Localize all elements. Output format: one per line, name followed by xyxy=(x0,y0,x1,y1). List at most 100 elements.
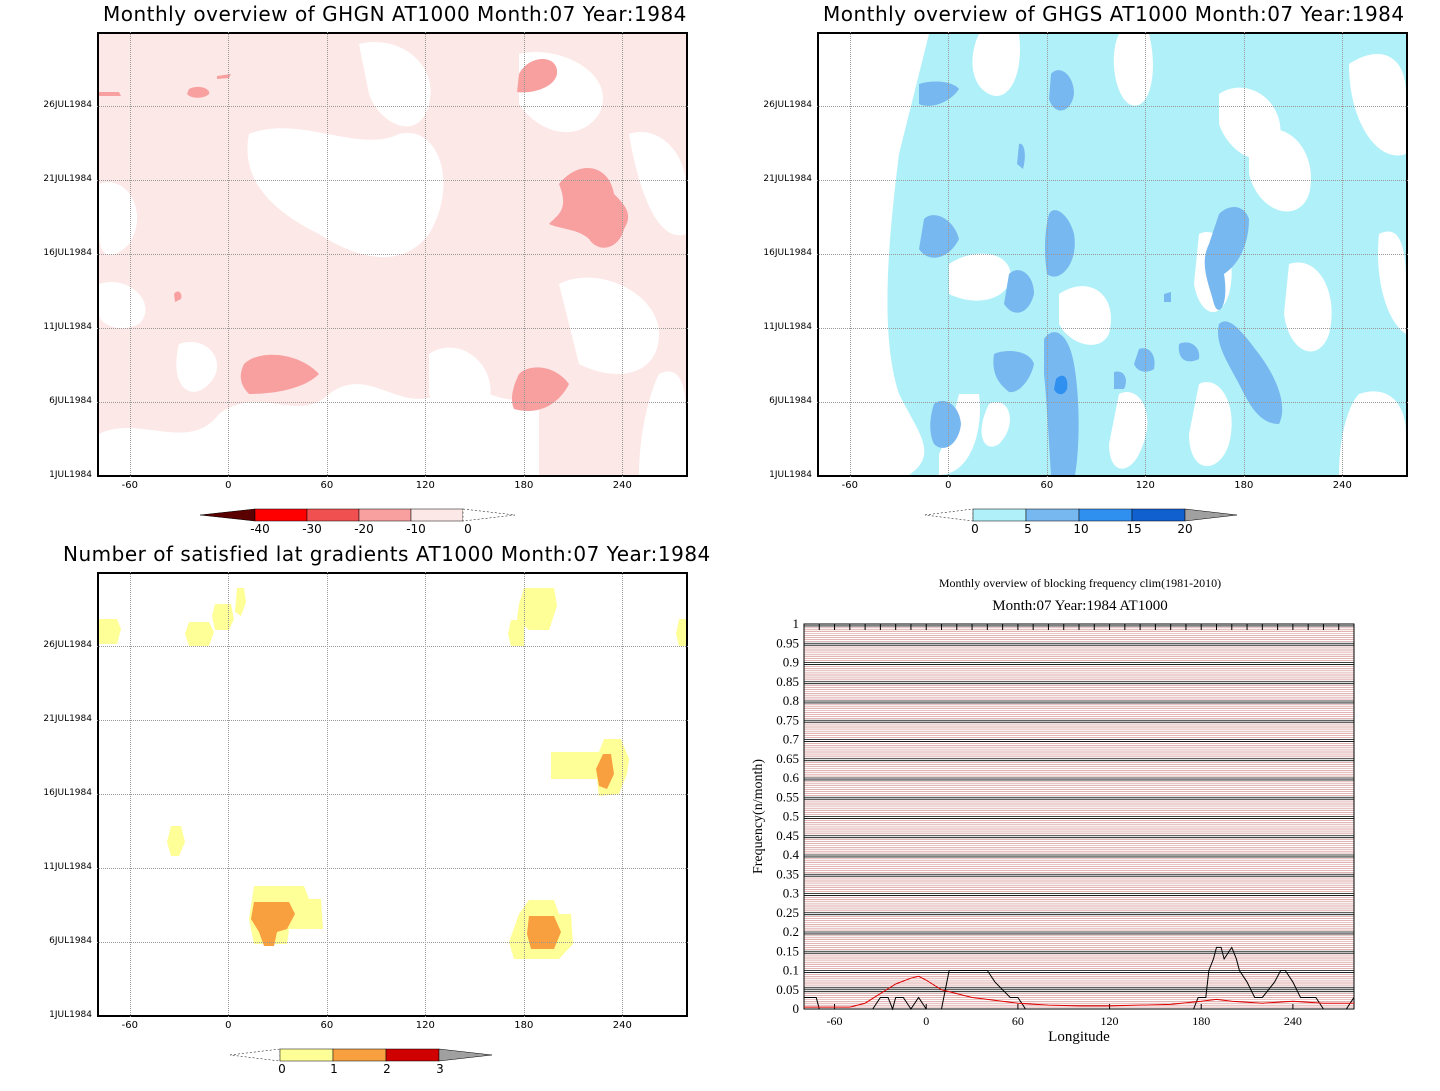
panel1-ygrid xyxy=(97,254,688,255)
panel4-title1: Monthly overview of blocking frequency c… xyxy=(938,576,1222,590)
panel1-field xyxy=(99,42,686,475)
panel3-ygrid xyxy=(97,794,688,795)
panel1-ytick: 16JUL1984 xyxy=(43,248,92,258)
panel2-xgrid xyxy=(1046,32,1048,477)
x-tick-label: 60 xyxy=(1012,1014,1024,1028)
series-line-1 xyxy=(804,975,1354,1008)
y-tick-label: 0.2 xyxy=(783,924,799,939)
y-tick-label: 0.55 xyxy=(776,789,799,804)
y-tick-label: 0.7 xyxy=(783,732,800,747)
panel3-ygrid xyxy=(97,942,688,943)
y-tick-label: 0.4 xyxy=(783,847,800,862)
panel3-colorbar: 0 1 2 3 xyxy=(229,1047,500,1081)
y-tick-label: 0.45 xyxy=(776,828,799,843)
panel2-xtick: 120 xyxy=(1135,480,1155,491)
panel2-ytick: 16JUL1984 xyxy=(763,248,812,258)
panel3-xtick: 180 xyxy=(514,1020,534,1031)
panel2-ygrid xyxy=(817,180,1408,181)
y-axis-label: Frequency(n/month) xyxy=(751,759,766,874)
cbar3-label-3: 3 xyxy=(436,1062,444,1076)
y-tick-label: 0.8 xyxy=(783,693,799,708)
cbar2-label-1: 5 xyxy=(1024,522,1032,536)
x-tick-label: 0 xyxy=(923,1014,929,1028)
panel3-xgrid xyxy=(425,572,427,1017)
panel2-ygrid xyxy=(817,328,1408,329)
panel2-xtick: 60 xyxy=(1040,480,1054,491)
panel3-ytick: 6JUL1984 xyxy=(49,936,92,946)
panel2-ytick: 26JUL1984 xyxy=(763,100,812,110)
y-tick-label: 0.65 xyxy=(776,751,799,766)
cbar1-label-4: 0 xyxy=(464,522,472,536)
y-tick-label: 0 xyxy=(793,1001,800,1016)
panel1-ytick: 11JUL1984 xyxy=(43,322,92,332)
y-tick-label: 0.9 xyxy=(783,655,799,670)
panel2-xgrid xyxy=(1342,32,1344,477)
panel1-xgrid xyxy=(228,32,230,477)
panel2-ytick: 11JUL1984 xyxy=(763,322,812,332)
panel2-ytick: 6JUL1984 xyxy=(769,396,812,406)
cbar3-label-0: 0 xyxy=(278,1062,286,1076)
y-tick-label: 0.15 xyxy=(776,943,799,958)
panel2-xtick: 180 xyxy=(1234,480,1254,491)
y-tick-label: 0.3 xyxy=(783,886,799,901)
y-tick-label: 0.95 xyxy=(776,635,799,650)
panel2-xgrid xyxy=(1243,32,1245,477)
cbar3-label-2: 2 xyxy=(383,1062,391,1076)
y-tick-label: 0.5 xyxy=(783,809,799,824)
y-tick-label: 0.05 xyxy=(776,982,799,997)
panel3-title: Number of satisfied lat gradients AT1000… xyxy=(63,542,711,566)
panel4-title2: Month:07 Year:1984 AT1000 xyxy=(992,598,1168,614)
cbar2-label-3: 15 xyxy=(1126,522,1142,536)
x-tick-label: 180 xyxy=(1192,1014,1210,1028)
panel2-ygrid xyxy=(817,106,1408,107)
panel3-ytick: 11JUL1984 xyxy=(43,862,92,872)
y-tick-label: 0.85 xyxy=(776,674,799,689)
y-tick-label: 0.75 xyxy=(776,712,799,727)
panel1-xtick: -60 xyxy=(121,480,138,491)
cbar1-label-2: -20 xyxy=(354,522,374,536)
panel2-xtick: 240 xyxy=(1332,480,1352,491)
panel1-xtick: 60 xyxy=(320,480,334,491)
panel2-xgrid xyxy=(1145,32,1147,477)
y-tick-label: 0.1 xyxy=(783,963,799,978)
cbar2-label-0: 0 xyxy=(971,522,979,536)
panel1-ytick: 21JUL1984 xyxy=(43,174,92,184)
x-axis-label: Longitude xyxy=(1048,1029,1110,1045)
panel2-xtick: -60 xyxy=(841,480,858,491)
cbar1-label-3: -10 xyxy=(406,522,426,536)
x-tick-label: -60 xyxy=(827,1014,843,1028)
panel3-ygrid xyxy=(97,646,688,647)
series-line-0 xyxy=(804,946,1355,1011)
x-tick-label: 120 xyxy=(1101,1014,1119,1028)
panel3-ytick: 1JUL1984 xyxy=(49,1010,92,1020)
panel3-xgrid xyxy=(228,572,230,1017)
panel3-xgrid xyxy=(326,572,328,1017)
panel3-xgrid xyxy=(129,572,131,1017)
panel2-ygrid xyxy=(817,254,1408,255)
panel1-ytick: 26JUL1984 xyxy=(43,100,92,110)
panel1-ytick: 6JUL1984 xyxy=(49,396,92,406)
panel1-ygrid xyxy=(97,180,688,181)
panel2-xgrid xyxy=(849,32,851,477)
panel1-xtick: 240 xyxy=(612,480,632,491)
panel1-colorbar: -40 -30 -20 -10 0 xyxy=(199,507,520,541)
panel3-xtick: -60 xyxy=(121,1020,138,1031)
y-tick-label: 1 xyxy=(793,616,800,631)
panel2-xgrid xyxy=(948,32,950,477)
panel2-title: Monthly overview of GHGS AT1000 Month:07… xyxy=(823,2,1405,26)
x-tick-label: 240 xyxy=(1284,1014,1302,1028)
panel2-ygrid xyxy=(817,402,1408,403)
y-tick-label: 0.35 xyxy=(776,866,799,881)
y-tick-label: 0.6 xyxy=(783,770,800,785)
panel3-ytick: 16JUL1984 xyxy=(43,788,92,798)
panel2-ytick: 21JUL1984 xyxy=(763,174,812,184)
panel3-field xyxy=(99,588,686,959)
panel3-xtick: 60 xyxy=(320,1020,334,1031)
cbar2-label-2: 10 xyxy=(1073,522,1089,536)
cbar1-label-1: -30 xyxy=(302,522,322,536)
panel1-ygrid xyxy=(97,328,688,329)
cbar1-label-0: -40 xyxy=(250,522,270,536)
panel1-xtick: 180 xyxy=(514,480,534,491)
panel3-ygrid xyxy=(97,720,688,721)
panel1-xtick: 0 xyxy=(225,480,232,491)
